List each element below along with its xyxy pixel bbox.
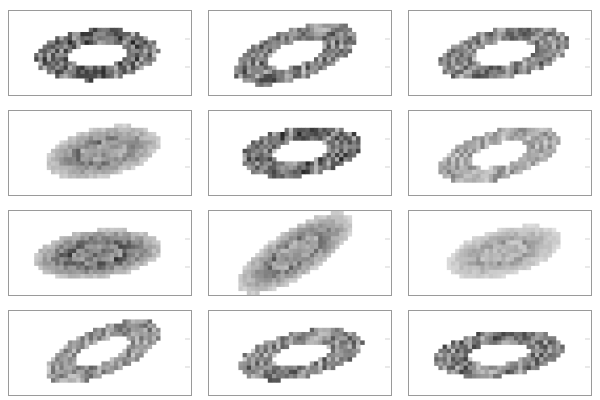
panel-5 [208,110,392,196]
panel-3 [408,10,592,96]
panel-7-image [34,227,190,279]
panel-9-image [446,223,590,279]
panel-2 [208,10,392,96]
panel-1-image [34,27,190,83]
panel-6 [408,110,592,196]
panel-1 [8,10,192,96]
panel-9 [408,210,592,296]
panel-10-image [46,319,190,383]
panel-8 [208,210,392,296]
panel-6-image [438,127,590,183]
panel-5-image [242,127,390,179]
panel-11-image [238,327,390,383]
panel-12 [408,310,592,396]
panel-4-image [46,123,190,179]
panel-2-image [234,23,390,87]
panel-12-image [434,332,590,379]
panel-3-image [438,27,590,79]
panel-7 [8,210,192,296]
panel-10 [8,310,192,396]
panel-8-image [238,211,390,295]
panel-4 [8,110,192,196]
panel-11 [208,310,392,396]
